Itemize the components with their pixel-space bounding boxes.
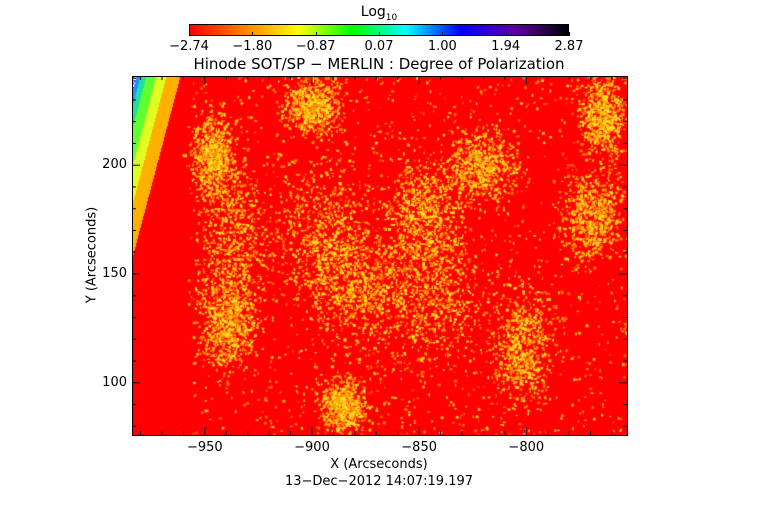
y-tick-label: 150 bbox=[102, 265, 127, 281]
plot-frame bbox=[132, 76, 628, 436]
polarization-heatmap bbox=[132, 76, 627, 435]
colorbar-tick bbox=[442, 32, 444, 36]
colorbar-tick-label: 1.94 bbox=[491, 39, 521, 54]
colorbar-tick bbox=[505, 32, 507, 36]
colorbar-tick-label: −1.80 bbox=[232, 39, 273, 54]
colorbar-label: Log10 bbox=[360, 4, 398, 23]
chart-title: Hinode SOT/SP − MERLIN : Degree of Polar… bbox=[193, 55, 565, 73]
y-tick-label: 200 bbox=[102, 157, 127, 173]
colorbar-tick-label: 0.07 bbox=[364, 39, 394, 54]
colorbar-tick bbox=[379, 32, 380, 36]
colorbar-tick bbox=[252, 32, 254, 36]
timestamp: 13−Dec−2012 14:07:19.197 bbox=[284, 474, 474, 489]
x-tick-label: −950 bbox=[186, 440, 223, 455]
y-axis-label: Y (Arcseconds) bbox=[84, 206, 100, 304]
colorbar-tick bbox=[315, 32, 317, 36]
colorbar-tick bbox=[189, 32, 190, 36]
colorbar-tick-label: 1.00 bbox=[427, 39, 457, 54]
colorbar-tick-label: −2.74 bbox=[169, 39, 209, 54]
colorbar-tick bbox=[569, 32, 570, 36]
colorbar-tick-label: −0.87 bbox=[295, 39, 336, 54]
y-tick-label: 100 bbox=[102, 374, 127, 390]
colorbar-tick-label: 2.87 bbox=[554, 39, 584, 54]
x-tick-label: −900 bbox=[294, 440, 330, 455]
x-tick-label: −850 bbox=[401, 440, 437, 455]
x-axis-label: X (Arcseconds) bbox=[330, 457, 428, 472]
x-tick-label: −800 bbox=[508, 440, 545, 455]
